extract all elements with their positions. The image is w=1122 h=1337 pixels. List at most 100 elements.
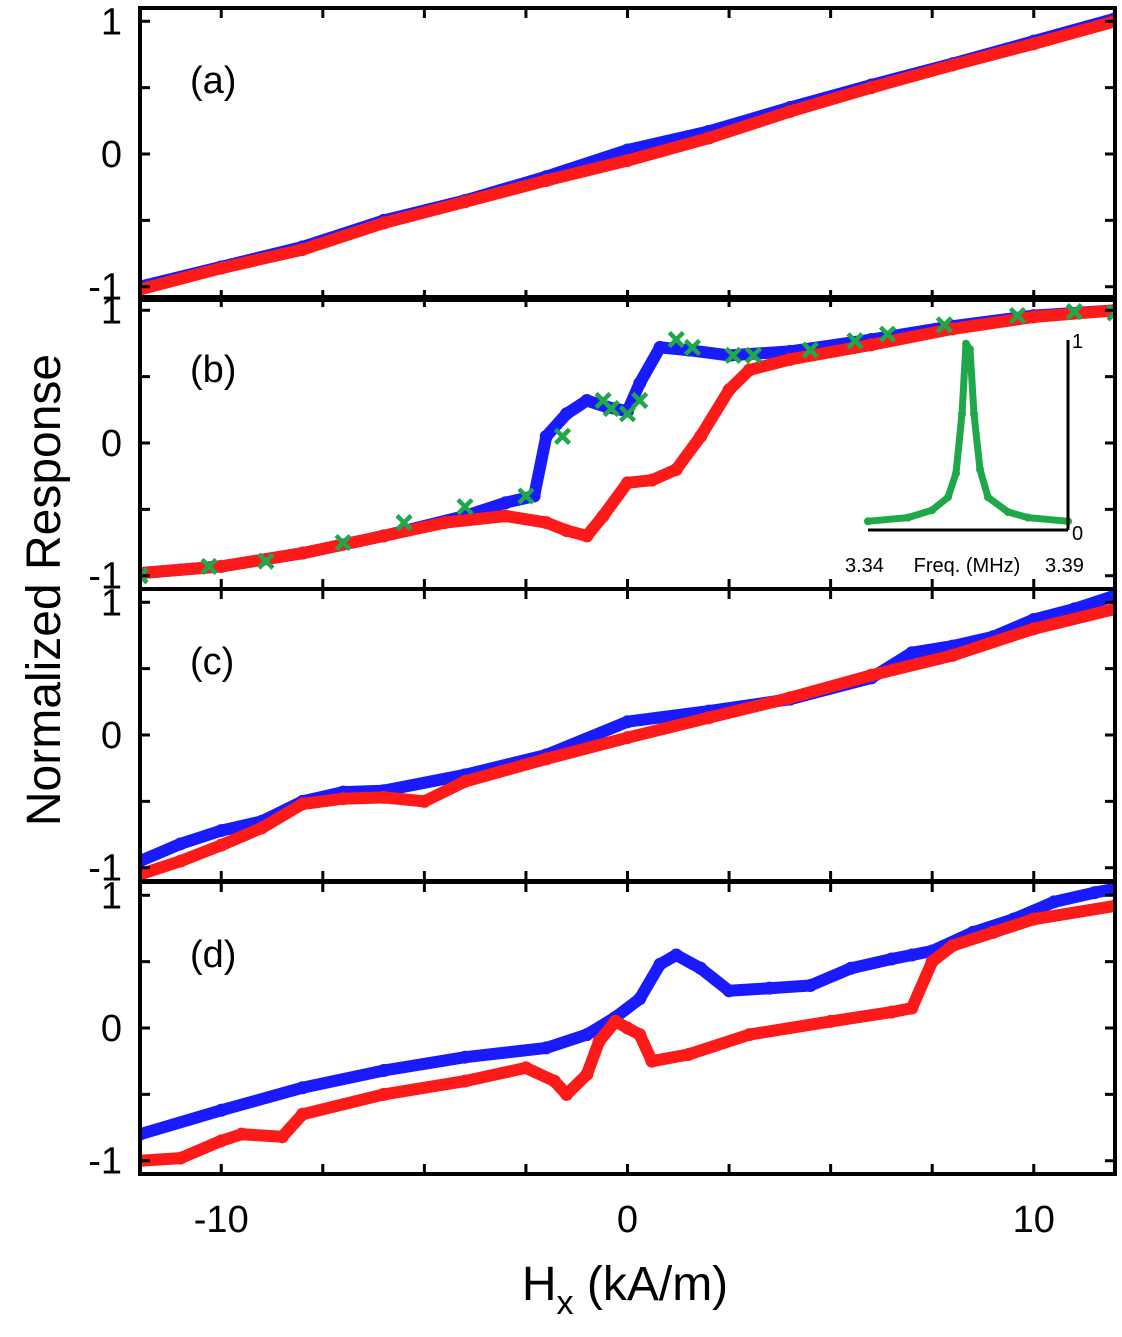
y-tick-label: -1: [88, 848, 122, 890]
marker-x: [1065, 303, 1083, 321]
data-point-blue: [499, 496, 513, 510]
data-point-red: [1027, 37, 1041, 51]
data-point-blue: [560, 407, 574, 421]
inset-point: [928, 506, 936, 515]
marker-x: [456, 498, 474, 516]
marker-x: [1008, 306, 1027, 325]
panel-0: -1 0 1 (a): [88, 1, 1117, 309]
inset-point: [1004, 508, 1012, 517]
data-point-red: [539, 516, 553, 530]
data-point-red: [783, 352, 797, 366]
marker-x: [395, 514, 413, 532]
data-point-red: [499, 509, 513, 523]
data-point-red: [458, 1074, 472, 1088]
data-point-red: [458, 774, 472, 788]
inset-point: [966, 345, 974, 354]
data-point-red: [722, 383, 736, 397]
x-tick-label: 10: [1013, 1199, 1055, 1241]
data-point-red: [645, 473, 659, 487]
data-point-red: [235, 1127, 249, 1141]
inset-xtick-left: 3.34: [845, 555, 884, 577]
data-point-red: [645, 1054, 659, 1068]
data-point-red: [255, 821, 269, 835]
data-point-red: [214, 261, 228, 275]
data-point-blue: [905, 948, 919, 962]
marker-x: [801, 341, 819, 359]
data-point-red: [377, 529, 391, 543]
series-line-blue: [140, 589, 1115, 868]
data-point-red: [702, 131, 716, 145]
data-point-blue: [653, 957, 667, 971]
inset-point: [1024, 513, 1032, 522]
inset-point: [958, 410, 966, 418]
data-point-red: [633, 1028, 647, 1042]
x-axis-label-sub: x: [557, 1284, 574, 1322]
data-point-red: [592, 1034, 606, 1048]
data-point-blue: [669, 948, 683, 962]
data-point-blue: [905, 646, 919, 660]
data-point-red: [669, 463, 683, 477]
data-point-red: [519, 1061, 533, 1075]
marker-x: [1106, 304, 1115, 322]
data-point-red: [885, 1005, 899, 1019]
data-point-red: [539, 752, 553, 766]
y-tick-label: 0: [101, 715, 122, 757]
data-point-red: [377, 790, 391, 804]
marker-x: [602, 399, 620, 418]
data-point-red: [296, 243, 309, 257]
data-point-red: [296, 546, 309, 560]
data-point-red: [1027, 310, 1041, 324]
data-point-red: [417, 794, 431, 808]
y-tick-label: 0: [101, 1008, 122, 1050]
data-point-blue: [377, 1063, 391, 1077]
data-point-red: [864, 668, 878, 682]
data-point-red: [214, 1134, 228, 1148]
data-point-blue: [621, 715, 634, 729]
data-point-red: [560, 1087, 574, 1101]
y-tick-label: 1: [101, 1, 122, 43]
marker-x: [724, 346, 742, 364]
marker-x: [334, 533, 352, 552]
data-point-red: [336, 792, 350, 806]
data-point-blue: [621, 143, 634, 157]
data-point-blue: [844, 961, 858, 975]
x-axis-label: Hx (kA/m): [522, 1258, 728, 1322]
data-point-red: [621, 476, 634, 490]
data-point-blue: [539, 1041, 553, 1055]
marker-x: [878, 325, 897, 343]
panel-label: (c): [190, 641, 234, 683]
inset-point: [970, 410, 978, 418]
data-point-red: [946, 58, 959, 72]
data-point-blue: [633, 992, 647, 1006]
inset-point: [962, 339, 970, 348]
data-point-blue: [580, 1028, 594, 1042]
marker-x: [618, 405, 637, 423]
inset-point: [864, 517, 872, 526]
data-point-red: [174, 1151, 188, 1165]
data-point-red: [742, 1028, 756, 1042]
data-point-red: [986, 925, 1000, 939]
y-axis-label: Normalized Response: [18, 354, 71, 826]
y-tick-label: 0: [101, 423, 122, 465]
x-axis-label-main: H: [522, 1258, 557, 1311]
panel-data: [140, 882, 1115, 1168]
data-point-red: [946, 648, 959, 662]
marker-x: [667, 330, 685, 349]
inset-ytick-0: 0: [1072, 523, 1083, 545]
marker-x: [553, 427, 572, 445]
data-point-red: [783, 105, 797, 119]
x-tick-labels: -10 0 10: [194, 1199, 1055, 1241]
marker-x: [140, 567, 149, 585]
panel-data: [140, 589, 1115, 881]
marker-x: [683, 338, 702, 357]
data-point-red: [824, 1014, 838, 1028]
panel-label: (b): [190, 349, 236, 391]
marker-x: [935, 316, 953, 334]
marker-x: [846, 332, 864, 350]
data-point-blue: [539, 429, 553, 443]
x-tick-label: -10: [194, 1199, 249, 1241]
marker-x: [257, 552, 275, 570]
inset-point: [984, 493, 992, 502]
y-tick-label: -1: [88, 1141, 122, 1183]
data-point-red: [296, 797, 309, 811]
